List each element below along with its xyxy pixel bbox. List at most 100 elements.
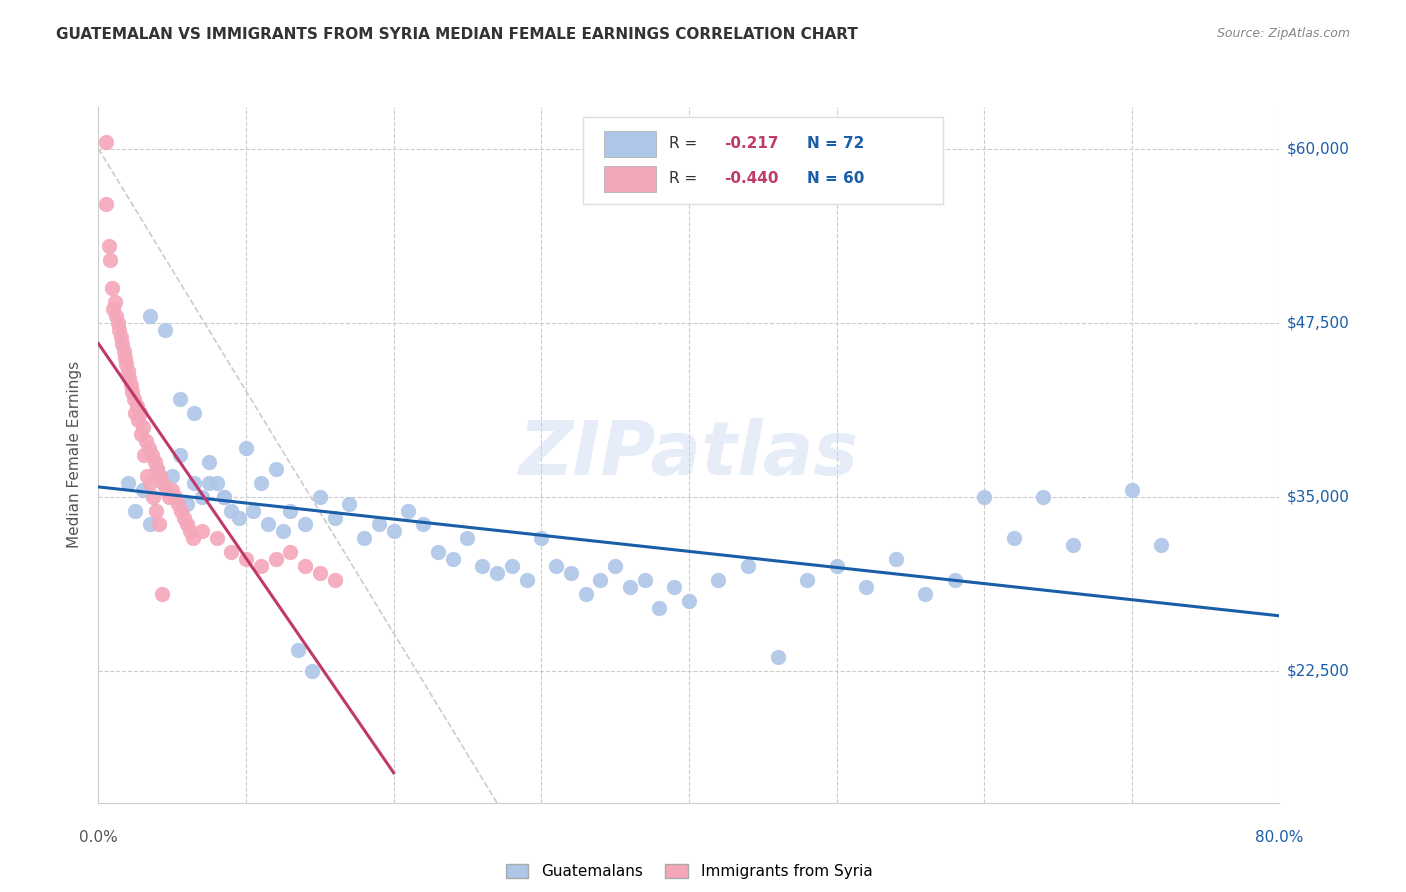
Text: N = 72: N = 72 — [807, 136, 865, 152]
Text: R =: R = — [669, 136, 702, 152]
Point — [132, 483, 155, 497]
Point — [110, 329, 132, 343]
Point — [212, 490, 235, 504]
Point — [118, 371, 141, 385]
Point — [136, 468, 159, 483]
Point — [323, 573, 346, 587]
Point — [294, 517, 316, 532]
Point — [1062, 538, 1084, 552]
Point — [145, 503, 167, 517]
Point — [219, 503, 242, 517]
Point — [146, 462, 169, 476]
Point — [104, 294, 127, 309]
Point — [309, 566, 332, 581]
Point — [124, 406, 146, 420]
Point — [589, 573, 612, 587]
Point — [501, 559, 523, 574]
Text: 80.0%: 80.0% — [1256, 830, 1303, 845]
Point — [278, 503, 302, 517]
Point — [205, 475, 228, 490]
Point — [471, 559, 494, 574]
Point — [105, 309, 128, 323]
Point — [173, 510, 195, 524]
Point — [825, 559, 848, 574]
Point — [132, 420, 155, 434]
Point — [1121, 483, 1143, 497]
Point — [1002, 532, 1025, 546]
Point — [242, 503, 264, 517]
Point — [212, 490, 235, 504]
Point — [205, 532, 228, 546]
Point — [179, 524, 201, 539]
Point — [97, 239, 120, 253]
Point — [250, 559, 273, 574]
Point — [142, 490, 165, 504]
Point — [167, 497, 190, 511]
Point — [382, 524, 405, 539]
Point — [125, 399, 148, 413]
Point — [796, 573, 818, 587]
Point — [117, 364, 139, 378]
Point — [914, 587, 936, 601]
Point — [278, 545, 302, 559]
Point — [198, 475, 221, 490]
Point — [152, 475, 174, 490]
Point — [139, 517, 162, 532]
Point — [884, 552, 907, 566]
Point — [112, 343, 135, 358]
FancyBboxPatch shape — [582, 118, 943, 204]
Text: $47,500: $47,500 — [1286, 315, 1350, 330]
Point — [120, 378, 142, 392]
Point — [648, 601, 671, 615]
Point — [560, 566, 582, 581]
Point — [250, 475, 273, 490]
Point — [456, 532, 478, 546]
Point — [121, 385, 143, 400]
Point — [153, 323, 176, 337]
Point — [138, 441, 160, 455]
Point — [198, 455, 221, 469]
Point — [323, 510, 346, 524]
Point — [337, 497, 360, 511]
Point — [129, 427, 152, 442]
Point — [100, 281, 122, 295]
Point — [176, 497, 198, 511]
Point — [544, 559, 567, 574]
Point — [127, 413, 149, 427]
Point — [309, 490, 332, 504]
FancyBboxPatch shape — [605, 131, 655, 157]
Point — [973, 490, 995, 504]
Point — [294, 559, 316, 574]
Point — [183, 475, 205, 490]
Point — [148, 517, 170, 532]
Point — [103, 301, 125, 316]
Point — [108, 323, 131, 337]
Point — [150, 587, 173, 601]
Point — [94, 197, 117, 211]
Point — [146, 462, 169, 476]
Text: ZIPatlas: ZIPatlas — [519, 418, 859, 491]
Text: 0.0%: 0.0% — [79, 830, 118, 845]
Point — [149, 468, 172, 483]
Point — [619, 580, 641, 594]
Point — [169, 392, 191, 407]
Point — [707, 573, 730, 587]
Point — [143, 455, 166, 469]
Point — [191, 490, 214, 504]
Point — [135, 434, 157, 448]
Point — [162, 468, 183, 483]
Point — [181, 532, 204, 546]
Text: GUATEMALAN VS IMMIGRANTS FROM SYRIA MEDIAN FEMALE EARNINGS CORRELATION CHART: GUATEMALAN VS IMMIGRANTS FROM SYRIA MEDI… — [56, 27, 858, 42]
Text: Source: ZipAtlas.com: Source: ZipAtlas.com — [1216, 27, 1350, 40]
Point — [396, 503, 419, 517]
Point — [107, 316, 129, 330]
Point — [128, 406, 150, 420]
Point — [155, 483, 177, 497]
Point — [169, 448, 191, 462]
Point — [176, 517, 198, 532]
Point — [228, 510, 250, 524]
Point — [766, 649, 789, 664]
Point — [98, 253, 121, 268]
Point — [114, 351, 136, 365]
Point — [287, 642, 309, 657]
